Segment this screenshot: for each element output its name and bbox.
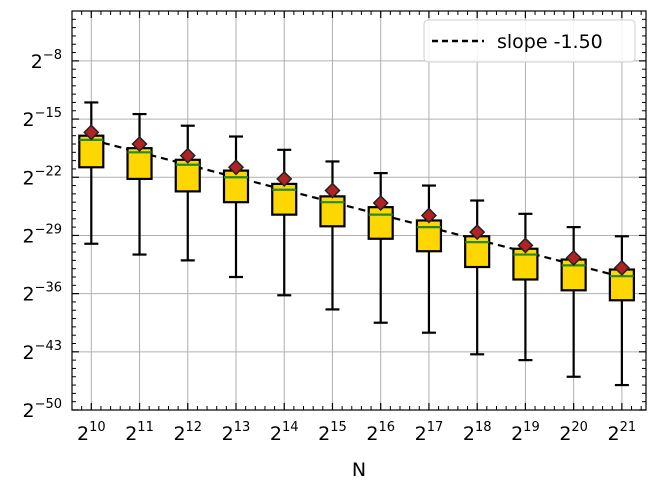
y-tick-label: 2−50 bbox=[22, 397, 62, 422]
x-axis-label: N bbox=[352, 459, 366, 481]
boxes-layer bbox=[78, 101, 635, 387]
y-tick-label: 2−22 bbox=[22, 164, 62, 189]
box-group bbox=[222, 135, 250, 279]
y-tick-labels: 2−8 2−15 2−22 2−29 2−36 2−43 2−50 bbox=[22, 48, 62, 422]
x-tick-label: 219 bbox=[511, 420, 540, 445]
box-group bbox=[319, 160, 346, 311]
box-group bbox=[608, 235, 635, 387]
grid bbox=[72, 11, 646, 411]
box-iqr bbox=[319, 195, 346, 228]
box-group bbox=[126, 112, 153, 256]
box-group bbox=[367, 171, 394, 324]
x-tick-label: 217 bbox=[415, 420, 444, 445]
mean-marker bbox=[276, 170, 293, 187]
mean-marker bbox=[517, 237, 534, 254]
box-group bbox=[78, 101, 105, 245]
box-iqr bbox=[464, 235, 491, 269]
mean-marker bbox=[131, 135, 148, 153]
x-tick-label: 215 bbox=[318, 420, 347, 445]
mean-marker bbox=[565, 249, 582, 266]
legend: slope -1.50 bbox=[423, 19, 636, 63]
y-tick-label: 2−15 bbox=[22, 106, 62, 131]
box-group bbox=[464, 199, 491, 356]
x-tick-label: 216 bbox=[366, 420, 395, 445]
box-iqr bbox=[415, 219, 443, 253]
x-tick-labels: 210 211 212 213 214 215 216 217 218 219 220 221 bbox=[77, 420, 636, 445]
box-iqr bbox=[78, 134, 105, 169]
box-group bbox=[560, 226, 587, 378]
x-tick-label: 210 bbox=[77, 420, 106, 445]
mean-marker bbox=[613, 259, 630, 276]
y-tick-label: 2−36 bbox=[22, 281, 62, 306]
mean-marker bbox=[469, 224, 486, 241]
mean-marker bbox=[179, 147, 196, 164]
x-tick-label: 220 bbox=[559, 420, 588, 445]
x-tick-label: 221 bbox=[608, 420, 637, 445]
box-iqr bbox=[271, 182, 298, 216]
x-tick-label: 212 bbox=[173, 420, 202, 445]
fit-line-layer bbox=[91, 138, 623, 279]
x-tick-label: 213 bbox=[222, 420, 251, 445]
fit-line bbox=[91, 138, 623, 279]
box-iqr bbox=[367, 206, 394, 240]
mean-marker bbox=[420, 207, 438, 224]
x-tick-label: 218 bbox=[463, 420, 492, 445]
mean-marker bbox=[83, 124, 100, 141]
mean-marker bbox=[227, 159, 245, 176]
box-iqr bbox=[222, 169, 250, 204]
plot-frame bbox=[71, 10, 647, 411]
box-group bbox=[174, 124, 201, 262]
box-group bbox=[415, 184, 443, 334]
mean-marker bbox=[372, 194, 389, 212]
y-tick-label: 2−43 bbox=[22, 339, 62, 364]
y-tick-label: 2−8 bbox=[31, 48, 62, 73]
legend-box bbox=[423, 19, 636, 63]
legend-entry-label: slope -1.50 bbox=[497, 31, 603, 53]
mean-markers-layer bbox=[83, 124, 630, 276]
x-tick-label: 211 bbox=[125, 420, 154, 445]
x-tick-label: 214 bbox=[270, 420, 299, 445]
ticks-layer bbox=[71, 10, 646, 411]
mean-marker bbox=[324, 182, 341, 199]
y-tick-label: 2−29 bbox=[22, 222, 62, 247]
